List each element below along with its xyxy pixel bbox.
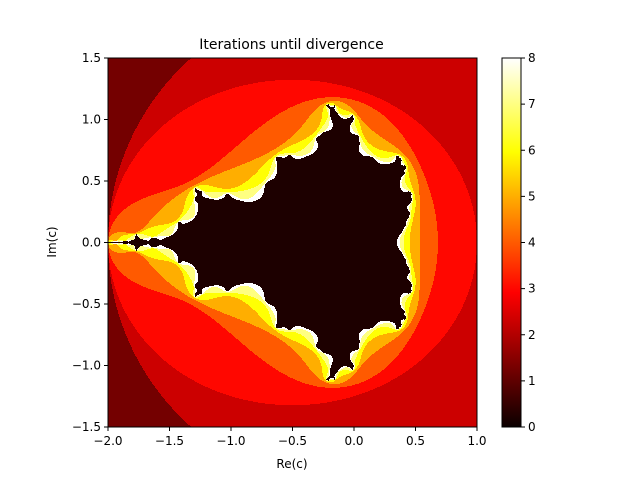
y-tick-label: −1.0 bbox=[72, 359, 101, 373]
colorbar-tick-label: 7 bbox=[528, 97, 536, 111]
x-axis-label: Re(c) bbox=[276, 457, 307, 471]
y-axis-label: Im(c) bbox=[45, 226, 59, 257]
y-tick-label: 0.0 bbox=[82, 236, 101, 250]
y-tick-label: −1.5 bbox=[72, 420, 101, 434]
chart-title: Iterations until divergence bbox=[199, 37, 383, 53]
y-tick-label: 1.5 bbox=[82, 51, 101, 65]
x-axis: −2.0 −1.5 −1.0 −0.5 0.0 0.5 1.0 bbox=[93, 427, 487, 448]
x-tick-label: −0.5 bbox=[278, 434, 307, 448]
colorbar-tick-label: 0 bbox=[528, 420, 536, 434]
colorbar-tick-label: 8 bbox=[528, 51, 536, 65]
colorbar-tick-label: 4 bbox=[528, 236, 536, 250]
y-tick-label: −0.5 bbox=[72, 297, 101, 311]
x-tick-label: −2.0 bbox=[93, 434, 122, 448]
colorbar-tick-label: 6 bbox=[528, 143, 536, 157]
x-tick-label: 1.0 bbox=[467, 434, 486, 448]
x-tick-label: −1.5 bbox=[155, 434, 184, 448]
y-tick-label: 0.5 bbox=[82, 174, 101, 188]
colorbar-gradient bbox=[502, 58, 521, 427]
x-tick-label: 0.5 bbox=[406, 434, 425, 448]
heatmap-image bbox=[108, 58, 477, 427]
colorbar-tick-label: 5 bbox=[528, 189, 536, 203]
x-tick-label: 0.0 bbox=[344, 434, 363, 448]
x-tick-label: −1.0 bbox=[216, 434, 245, 448]
colorbar-axis: 0 1 2 3 4 5 6 7 8 bbox=[521, 51, 536, 434]
colorbar-tick-label: 3 bbox=[528, 282, 536, 296]
colorbar-tick-label: 2 bbox=[528, 328, 536, 342]
colorbar-tick-label: 1 bbox=[528, 374, 536, 388]
y-tick-label: 1.0 bbox=[82, 113, 101, 127]
y-axis: −1.5 −1.0 −0.5 0.0 0.5 1.0 1.5 bbox=[72, 51, 108, 434]
